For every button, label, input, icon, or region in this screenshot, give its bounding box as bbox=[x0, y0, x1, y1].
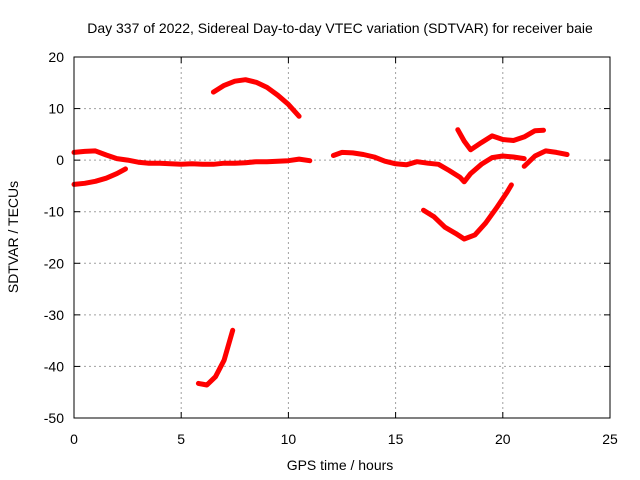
y-tick-label: -10 bbox=[44, 204, 64, 220]
y-axis-label: SDTVAR / TECUs bbox=[5, 181, 21, 293]
x-tick-label: 10 bbox=[281, 431, 297, 447]
grid bbox=[74, 57, 610, 418]
series-arc-5 bbox=[330, 149, 527, 185]
y-tick-label: -40 bbox=[44, 358, 64, 374]
x-tick-label: 25 bbox=[602, 431, 618, 447]
series-arc-6 bbox=[521, 148, 570, 169]
x-axis-label: GPS time / hours bbox=[287, 457, 394, 473]
tick-labels: 0 5 10 15 20 25 -50 -40 -30 -20 -10 0 10 20 bbox=[44, 49, 618, 447]
series-arc-2 bbox=[71, 166, 128, 187]
series-arc-3 bbox=[210, 77, 302, 119]
y-tick-label: 0 bbox=[56, 152, 64, 168]
data-series-layer bbox=[71, 77, 570, 388]
chart-title: Day 337 of 2022, Sidereal Day-to-day VTE… bbox=[87, 20, 593, 36]
y-tick-label: -50 bbox=[44, 410, 64, 426]
series-arc-8 bbox=[455, 127, 546, 153]
x-tick-label: 5 bbox=[177, 431, 185, 447]
x-tick-label: 0 bbox=[70, 431, 78, 447]
x-tick-label: 20 bbox=[495, 431, 511, 447]
y-tick-label: 10 bbox=[48, 101, 64, 117]
series-arc-1 bbox=[71, 148, 313, 167]
plot-frame bbox=[73, 56, 611, 419]
y-tick-label: 20 bbox=[48, 49, 64, 65]
y-tick-label: -20 bbox=[44, 255, 64, 271]
series-arc-7 bbox=[421, 182, 514, 242]
x-tick-label: 15 bbox=[388, 431, 404, 447]
series-arc-4 bbox=[195, 327, 236, 388]
y-tick-label: -30 bbox=[44, 307, 64, 323]
tick-marks bbox=[73, 56, 611, 419]
